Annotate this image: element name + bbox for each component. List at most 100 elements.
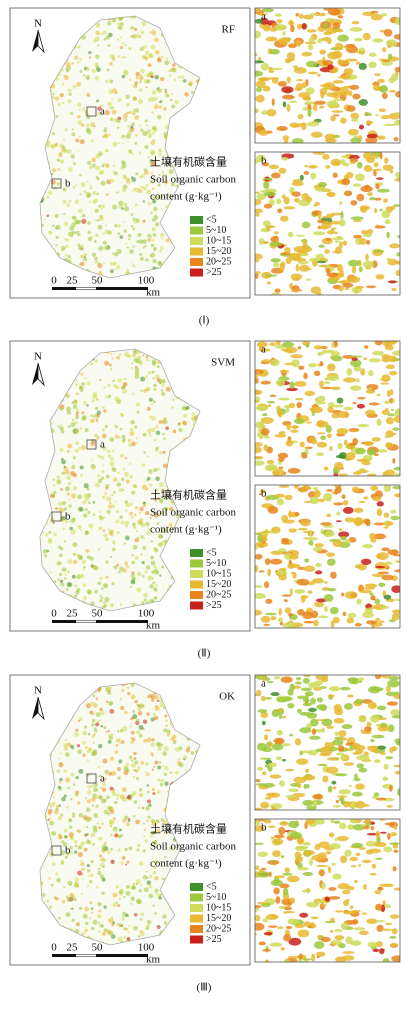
map-pixel xyxy=(133,751,137,756)
map-pixel xyxy=(65,805,69,809)
inset-pixel xyxy=(256,689,262,697)
map-pixel xyxy=(47,808,53,814)
inset-pixel xyxy=(335,800,339,804)
panel-label: (Ⅱ) xyxy=(198,648,211,660)
inset-pixel xyxy=(306,278,312,281)
map-pixel xyxy=(141,806,145,810)
inset-pixel xyxy=(379,85,388,93)
inset-pixel xyxy=(356,458,370,462)
inset-pixel xyxy=(263,191,277,197)
map-pixel xyxy=(165,724,168,727)
map-pixel xyxy=(142,130,145,133)
inset-pixel xyxy=(354,37,363,42)
map-pixel xyxy=(77,870,82,876)
inset-label: a xyxy=(261,344,266,356)
map-pixel xyxy=(66,581,72,588)
inset-pixel xyxy=(366,620,377,625)
inset-pixel xyxy=(278,714,283,719)
map-pixel xyxy=(153,859,159,865)
inset-pixel xyxy=(290,24,295,33)
map-pixel xyxy=(140,376,146,382)
inset-pixel xyxy=(359,754,369,757)
map-pixel xyxy=(135,134,138,137)
inset-pixel xyxy=(324,605,328,613)
inset-pixel xyxy=(267,762,277,767)
inset-pixel xyxy=(345,171,354,179)
inset-pixel xyxy=(268,742,273,747)
map-pixel xyxy=(126,937,131,941)
inset-pixel xyxy=(267,530,276,534)
map-pixel xyxy=(95,99,100,103)
inset-pixel xyxy=(255,820,261,826)
map-pixel xyxy=(91,718,96,723)
inset-pixel xyxy=(373,522,385,526)
inset-pixel xyxy=(299,727,312,734)
inset-pixel xyxy=(301,221,311,229)
inset-pixel xyxy=(375,617,381,622)
inset-pixel xyxy=(294,511,299,516)
inset-pixel xyxy=(335,956,347,962)
inset-pixel xyxy=(365,519,371,527)
map-pixel xyxy=(108,735,114,741)
inset-pixel xyxy=(291,359,300,368)
inset-pixel xyxy=(349,355,363,358)
inset-pixel xyxy=(309,496,320,505)
inset-pixel xyxy=(284,58,295,62)
map-pixel xyxy=(138,151,142,155)
legend-swatch xyxy=(190,893,203,902)
inset-pixel xyxy=(374,152,378,158)
inset-pixel xyxy=(262,413,268,417)
map-pixel xyxy=(125,863,128,866)
map-pixel xyxy=(66,475,72,481)
map-pixel xyxy=(93,727,97,730)
map-pixel xyxy=(153,765,156,769)
map-pixel xyxy=(147,694,153,699)
map-pixel xyxy=(134,555,139,560)
map-pixel xyxy=(147,371,152,375)
map-pixel xyxy=(136,899,142,905)
site-label: b xyxy=(65,178,71,190)
map-pixel xyxy=(80,372,84,376)
map-pixel xyxy=(78,906,83,911)
map-pixel xyxy=(112,892,118,898)
inset-frame xyxy=(255,485,400,628)
map-pixel xyxy=(137,710,143,716)
inset-pixel xyxy=(389,243,400,249)
inset-pixel xyxy=(265,274,278,277)
map-pixel xyxy=(159,702,165,708)
inset-pixel xyxy=(332,172,338,178)
map-pixel xyxy=(51,132,55,136)
map-pixel xyxy=(178,762,184,768)
map-pixel xyxy=(121,142,124,145)
inset-pixel xyxy=(351,117,359,122)
inset-pixel xyxy=(340,155,351,158)
map-pixel xyxy=(74,732,79,737)
inset-pixel xyxy=(260,380,271,385)
map-pixel xyxy=(122,386,126,389)
map-pixel xyxy=(177,76,180,79)
legend-swatch xyxy=(190,258,203,266)
map-pixel xyxy=(83,566,86,569)
inset-pixel xyxy=(259,17,269,25)
inset-pixel xyxy=(386,804,393,808)
map-pixel xyxy=(106,509,111,515)
map-pixel xyxy=(67,66,72,70)
map-pixel xyxy=(144,375,148,379)
map-pixel xyxy=(153,387,157,391)
inset-pixel xyxy=(390,709,400,716)
map-pixel xyxy=(97,870,102,876)
map-pixel xyxy=(142,849,146,853)
scale-tick-label: 50 xyxy=(92,275,104,287)
inset-pixel xyxy=(255,807,263,810)
inset-pixel xyxy=(392,485,400,490)
map-pixel xyxy=(74,877,79,882)
inset-pixel xyxy=(347,612,357,619)
inset-pixel xyxy=(310,131,323,138)
map-pixel xyxy=(129,431,135,436)
map-pixel xyxy=(135,730,141,735)
inset-pixel xyxy=(319,686,327,689)
map-pixel xyxy=(134,114,140,120)
inset-pixel xyxy=(296,837,304,845)
inset-pixel xyxy=(267,400,275,404)
inset-pixel xyxy=(271,98,275,106)
